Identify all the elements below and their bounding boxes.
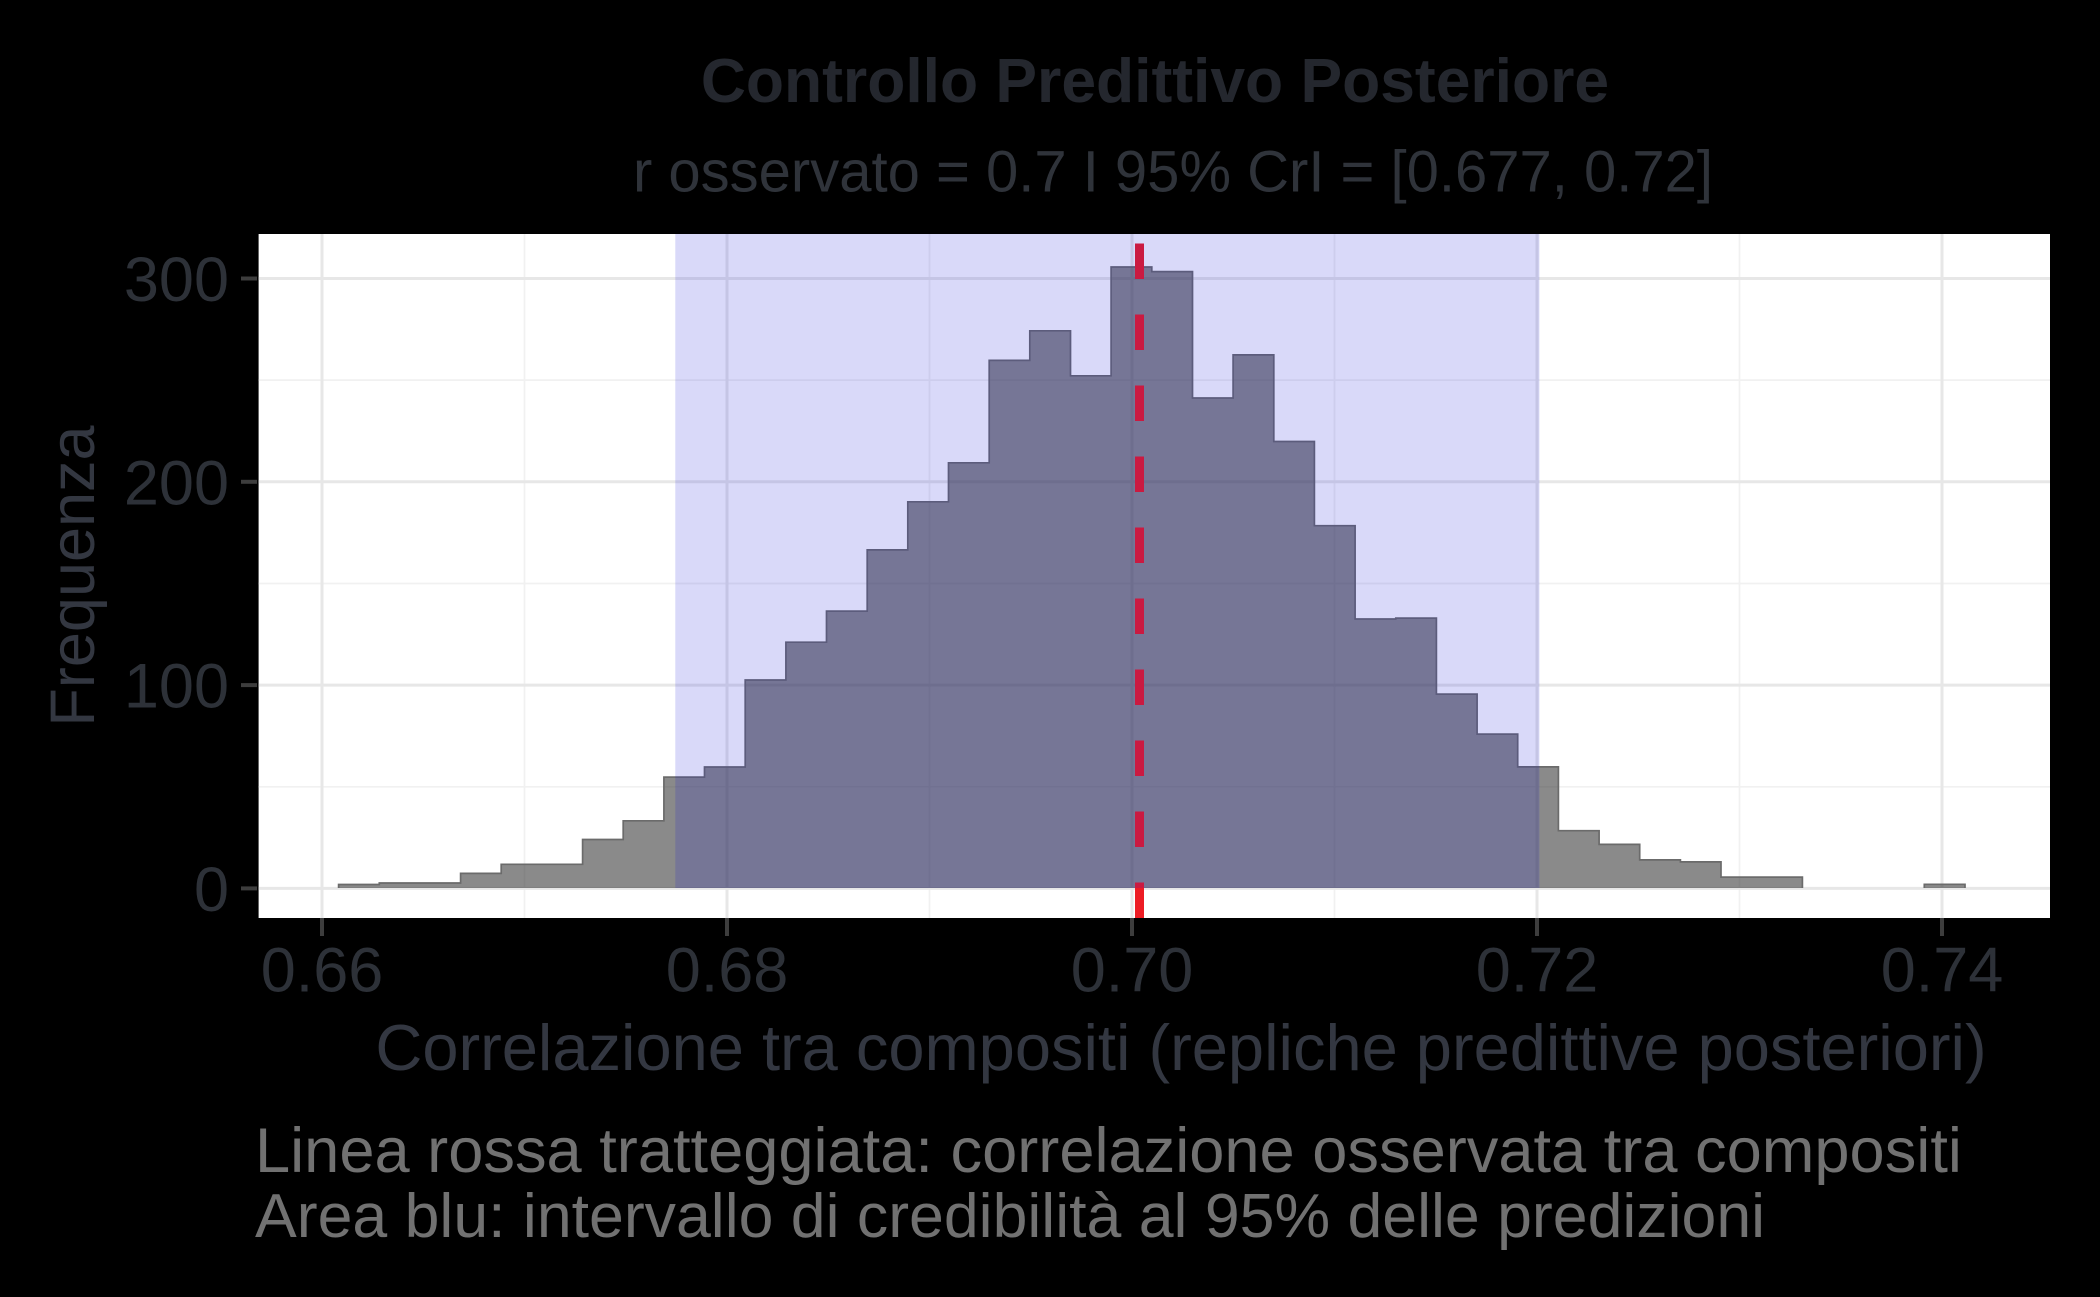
svg-text:100: 100 (124, 652, 229, 722)
svg-text:0.74: 0.74 (1881, 935, 2004, 1005)
svg-text:Area blu: intervallo di credib: Area blu: intervallo di credibilità al 9… (255, 1181, 1765, 1251)
svg-text:0.70: 0.70 (1071, 935, 1194, 1005)
svg-text:0.72: 0.72 (1476, 935, 1599, 1005)
svg-text:Correlazione tra compositi (re: Correlazione tra compositi (repliche pre… (375, 1011, 1986, 1084)
svg-text:r osservato = 0.7 I 95% CrI =: r osservato = 0.7 I 95% CrI = [0.677, 0.… (633, 140, 1713, 205)
svg-text:Controllo Predittivo Posterior: Controllo Predittivo Posteriore (701, 47, 1609, 116)
svg-text:300: 300 (124, 245, 229, 315)
svg-text:0.68: 0.68 (666, 935, 789, 1005)
svg-text:0.66: 0.66 (261, 935, 384, 1005)
svg-text:200: 200 (124, 448, 229, 518)
svg-text:Frequenza: Frequenza (38, 424, 108, 726)
svg-text:Linea rossa tratteggiata: corr: Linea rossa tratteggiata: correlazione o… (255, 1116, 1962, 1186)
svg-text:0: 0 (194, 855, 229, 925)
